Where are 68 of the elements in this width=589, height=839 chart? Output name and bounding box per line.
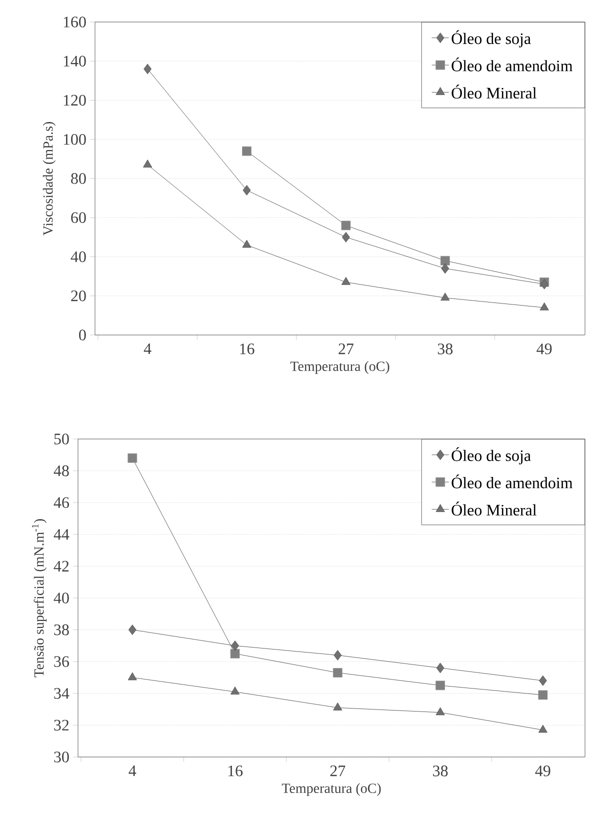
y-axis-title: Viscosidade (mPa.s) [42,122,56,236]
point [440,292,450,301]
point [242,185,251,196]
y-tick-label: 48 [54,465,69,476]
x-tick-label: 4 [144,344,152,354]
y-tick-label: 40 [70,251,86,262]
y-tick-label: 32 [54,720,69,731]
y-tick-label: 44 [54,529,70,540]
x-tick-label: 38 [433,766,448,776]
y-tick-label: 120 [64,94,86,106]
point [128,672,137,680]
y-axis-title: Tensão superficial (mN.m$^{-1}$) [32,519,47,678]
point [334,650,342,660]
x-axis-title: Temperatura (oC) [282,783,381,796]
point [538,690,548,700]
x-tick-label: 49 [535,766,550,776]
point [341,276,350,285]
point [333,702,342,710]
y-tick-label: 60 [71,212,86,224]
x-tick-label: 16 [240,344,254,354]
legend-label: Óleo de amendoim [452,57,573,72]
point [436,680,445,690]
point [242,240,252,248]
point [230,686,240,695]
y-tick-label: 80 [71,173,86,184]
point [230,648,240,658]
point [538,724,548,733]
point [540,302,549,310]
y-tick-label: 140 [64,56,86,67]
point [144,64,152,74]
legend-label: Óleo de amendoim [452,474,573,488]
legend-label: Óleo Mineral [452,502,536,516]
y-tick-label: 42 [54,560,69,572]
x-tick-label: 4 [128,766,136,776]
point [231,640,239,651]
y-tick-label: 34 [54,688,70,699]
y-tick-label: 46 [54,497,69,508]
x-tick-label: 49 [536,344,552,354]
y-tick-label: 160 [64,16,86,28]
point [143,160,152,168]
y-tick-label: 0 [79,330,86,340]
point [441,263,450,274]
point [342,232,350,242]
x-tick-label: 16 [228,766,243,776]
point [341,220,351,230]
legend-label: Óleo de soja [452,30,531,48]
point [540,278,548,290]
point [538,675,547,686]
y-tick-label: 50 [54,434,69,444]
y-tick-label: 36 [54,656,69,667]
x-tick-label: 38 [438,344,453,354]
point [128,624,136,635]
point [440,256,450,266]
x-axis-title: Temperatura (oC) [290,361,390,374]
legend-label: Óleo Mineral [452,84,536,99]
point [436,662,444,674]
y-tick-label: 38 [54,624,69,636]
y-tick-label: 100 [64,134,86,145]
y-tick-label: 40 [54,592,69,604]
y-tick-label: 30 [54,752,69,762]
point [242,146,252,156]
y-tick-label: 20 [71,290,86,302]
point [436,707,445,716]
point [128,453,138,463]
x-tick-label: 27 [338,344,354,354]
point [332,668,342,678]
legend-label: Óleo de soja [452,447,531,464]
x-tick-label: 27 [330,766,346,776]
